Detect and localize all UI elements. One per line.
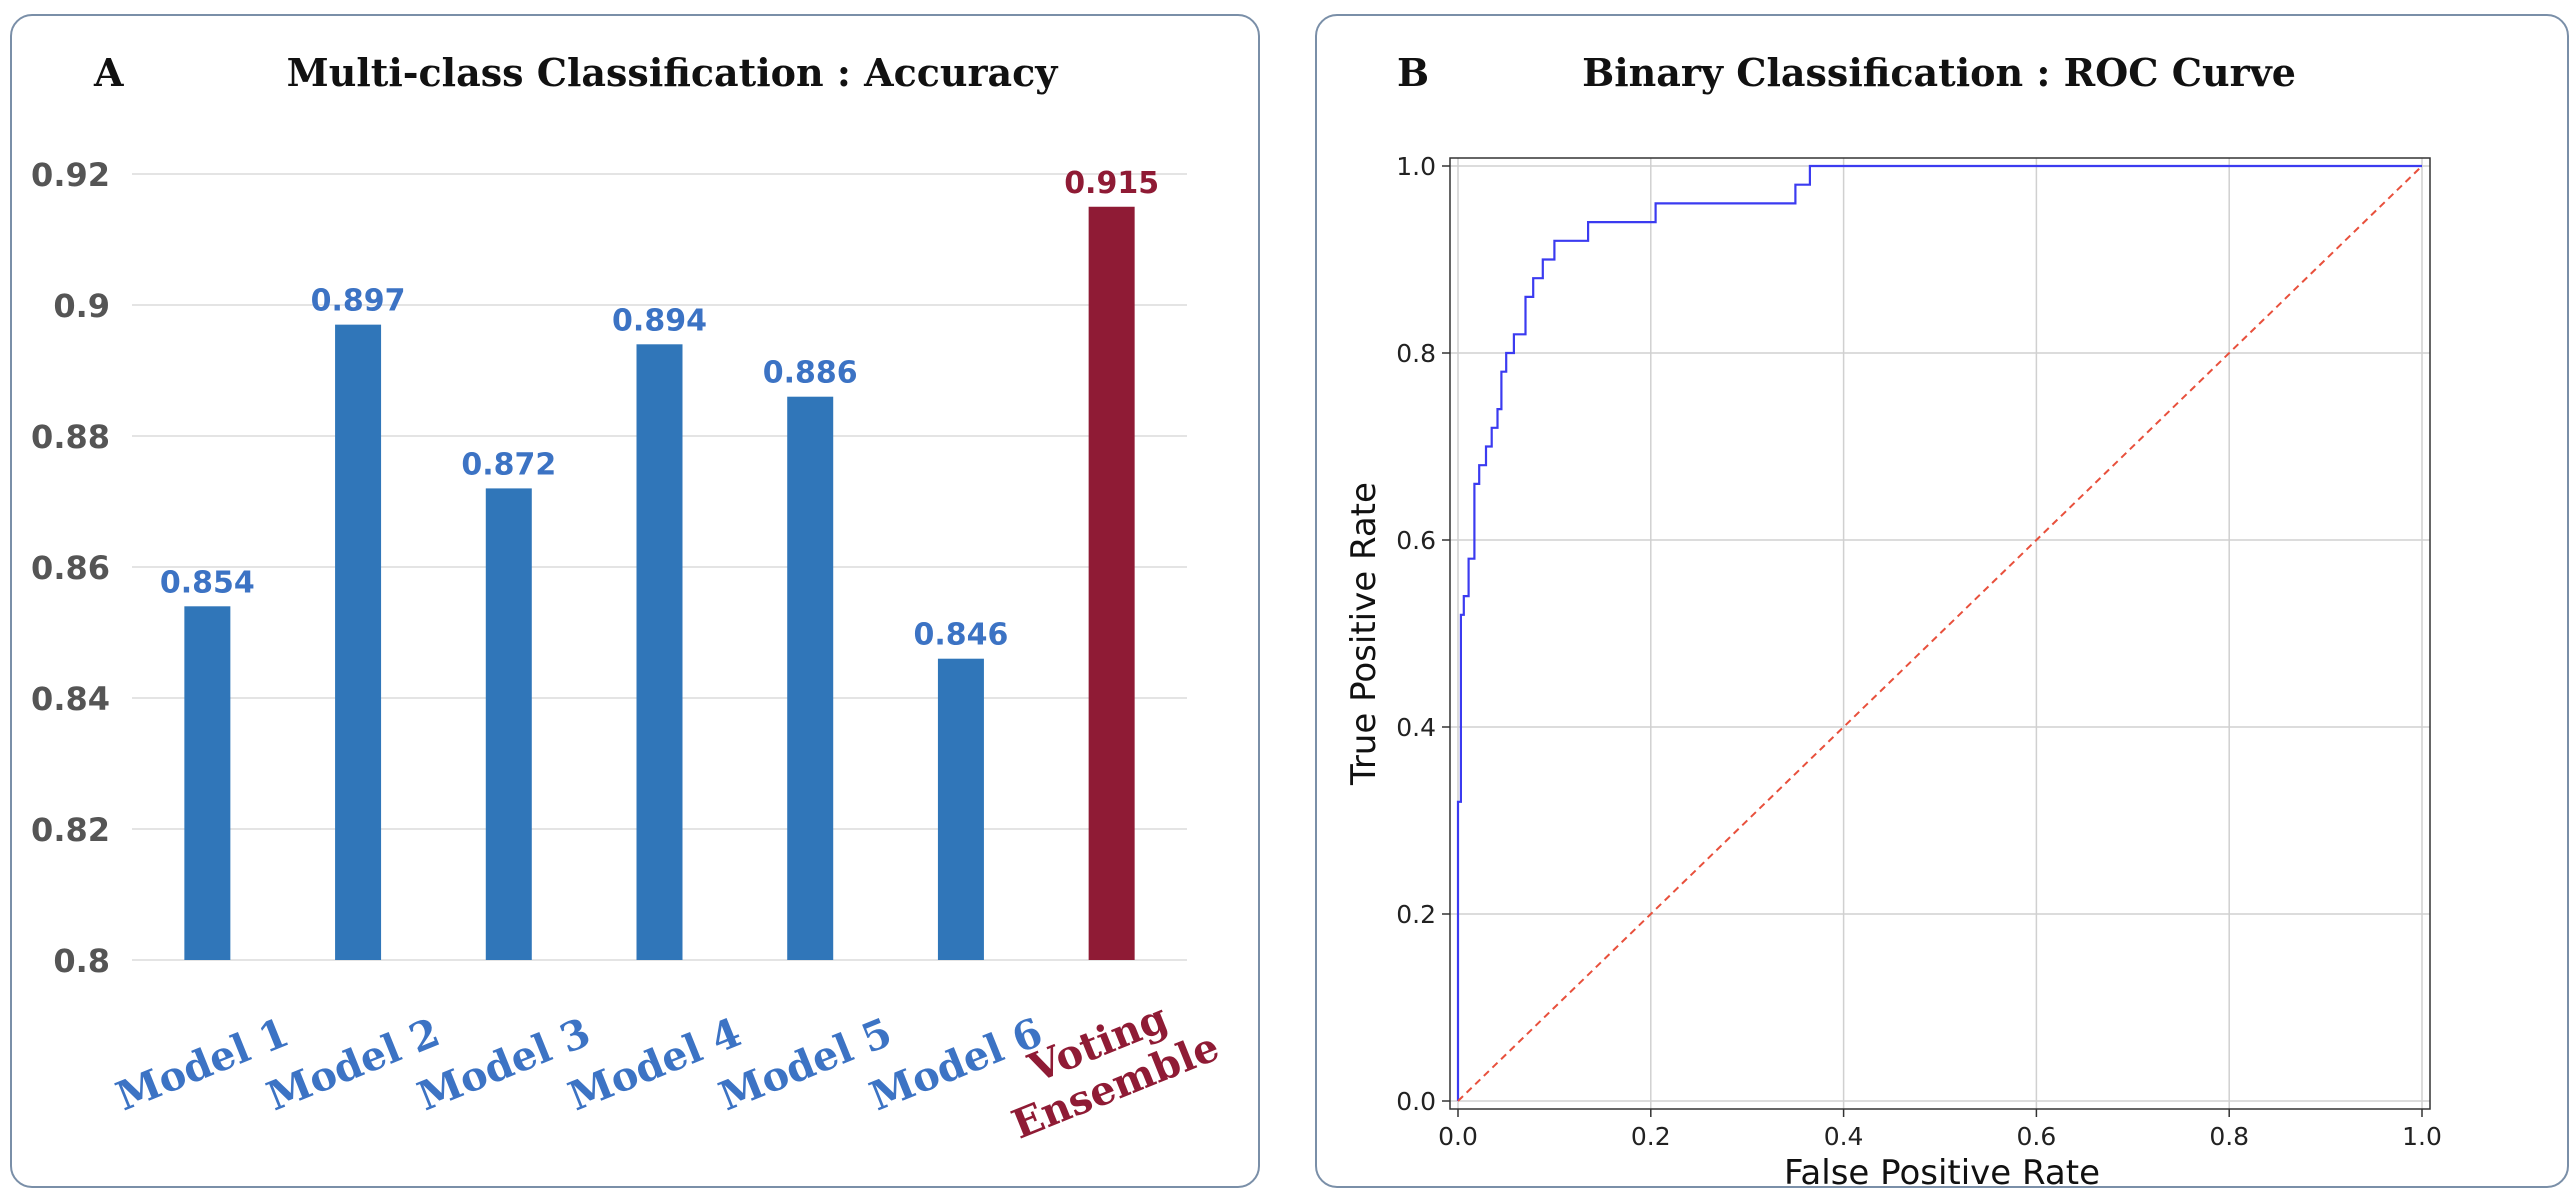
x-category-line: Model 3 (411, 1009, 597, 1121)
y-tick-label: 0.6 (1396, 526, 1436, 555)
roc-x-axis-label: False Positive Rate (1784, 1153, 2100, 1190)
x-category-label: Model 3 (411, 1009, 597, 1121)
x-category-line: Model 4 (562, 1009, 748, 1121)
x-tick-label: 0.2 (1631, 1122, 1671, 1151)
x-tick-label: 0.0 (1438, 1122, 1478, 1151)
bar-value-label: 0.846 (913, 618, 1008, 653)
x-tick-label: 0.8 (2209, 1122, 2249, 1151)
chance-diagonal-line (1457, 165, 2423, 1102)
panel-a-letter: A (93, 50, 124, 95)
x-tick-label: 0.4 (1824, 1122, 1864, 1151)
bar (485, 488, 532, 960)
bar (184, 606, 231, 960)
roc-line-chart: B Binary Classification : ROC Curve 0.0 0… (1344, 50, 2442, 1190)
panel-a-title: Multi-class Classification : Accuracy (287, 50, 1059, 95)
panel-b-letter: B (1397, 50, 1429, 95)
x-category-line: Model 1 (110, 1009, 296, 1121)
bar-value-label: 0.886 (763, 356, 858, 391)
roc-curve-line (1456, 164, 2422, 1101)
x-tick-label: 0.6 (2017, 1122, 2057, 1151)
bar (1088, 206, 1135, 960)
y-tick-label: 1.0 (1396, 152, 1436, 181)
y-tick-label: 0.9 (53, 287, 110, 325)
panel-b-roc-chart: B Binary Classification : ROC Curve 0.0 0… (1315, 14, 2569, 1190)
x-tick-label: 1.0 (2402, 1122, 2442, 1151)
y-tick-label: 0.4 (1396, 713, 1436, 742)
roc-y-axis-label: True Positive Rate (1344, 482, 1384, 786)
y-tick-label: 0.82 (31, 811, 110, 849)
bar (787, 396, 834, 960)
x-category-line: Model 5 (713, 1009, 899, 1121)
bar-value-label: 0.854 (160, 565, 255, 600)
y-tick-label: 0.8 (1396, 339, 1436, 368)
y-tick-label: 0.2 (1396, 900, 1436, 929)
x-category-label: Model 2 (260, 1009, 446, 1121)
y-tick-label: 0.0 (1396, 1087, 1436, 1116)
y-tick-label: 0.88 (31, 418, 110, 456)
y-tick-label: 0.84 (31, 680, 110, 718)
accuracy-bar-chart: A Multi-class Classification : Accuracy … (31, 50, 1225, 1149)
panel-a-accuracy-chart: A Multi-class Classification : Accuracy … (10, 14, 1260, 1188)
bar-value-label: 0.897 (311, 284, 406, 319)
bar-value-label: 0.872 (461, 447, 556, 482)
x-category-line: Model 2 (260, 1009, 446, 1121)
bar (636, 344, 683, 960)
x-category-label: Model 5 (713, 1009, 899, 1121)
bar (335, 324, 382, 960)
bar (937, 658, 984, 960)
bar-value-label: 0.894 (612, 303, 707, 338)
x-category-label: Model 4 (562, 1009, 748, 1121)
x-category-label: Model 1 (110, 1009, 296, 1121)
bar-value-label: 0.915 (1064, 166, 1159, 201)
y-tick-label: 0.86 (31, 549, 110, 587)
y-tick-label: 0.92 (31, 156, 110, 194)
roc-plot-frame (1449, 157, 2431, 1110)
y-tick-label: 0.8 (53, 942, 110, 980)
panel-b-title: Binary Classification : ROC Curve (1582, 50, 2296, 95)
